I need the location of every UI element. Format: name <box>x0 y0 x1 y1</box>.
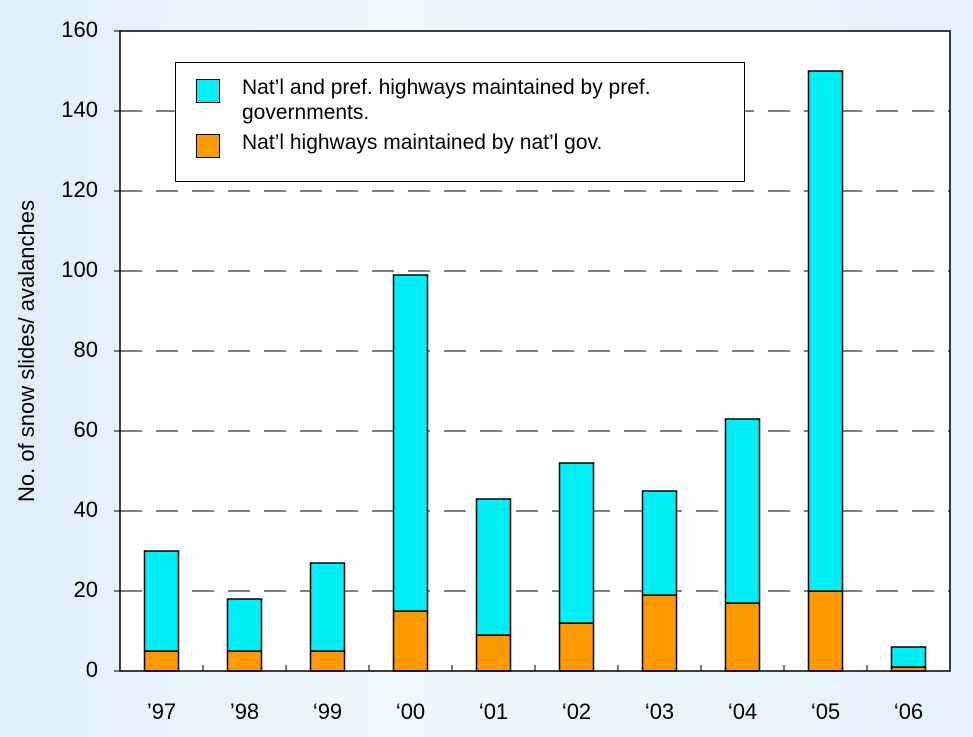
x-tick-label: ‘01 <box>479 699 508 724</box>
legend-swatch <box>196 134 220 158</box>
legend-label: Nat’l and pref. highways maintained by p… <box>242 76 651 124</box>
bar-segment <box>309 650 346 672</box>
x-tick-label: ‘06 <box>894 699 923 724</box>
y-tick-label: 100 <box>61 257 98 282</box>
bar-segment <box>475 634 512 672</box>
plot-frame <box>119 30 951 672</box>
bar-segment <box>392 610 429 672</box>
bar-segment <box>724 418 761 604</box>
y-axis-label: No. of snow slides/ avalanches <box>14 200 39 502</box>
x-tick-label: ‘05 <box>811 699 840 724</box>
bar-segment <box>392 274 429 612</box>
bar-segment <box>807 70 844 592</box>
y-tick-label: 40 <box>74 497 98 522</box>
bar-segment <box>890 646 927 668</box>
bar-segment <box>641 594 678 672</box>
x-tick-label: ’98 <box>230 699 259 724</box>
bar-segment <box>558 462 595 624</box>
bar-segment <box>143 550 180 652</box>
legend-label: Nat’l highways maintained by nat’l gov. <box>242 131 603 154</box>
x-tick-label: ‘03 <box>645 699 674 724</box>
legend-swatch <box>196 79 220 103</box>
y-tick-label: 0 <box>86 657 98 682</box>
bar-segment <box>226 598 263 652</box>
legend-item: Nat’l and pref. highways maintained by p… <box>196 75 732 125</box>
x-tick-label: ‘99 <box>313 699 342 724</box>
bar-segment <box>558 622 595 672</box>
bar-segment <box>226 650 263 672</box>
x-tick-label: ’97 <box>147 699 176 724</box>
bar-segment <box>641 490 678 596</box>
x-tick-label: ‘00 <box>396 699 425 724</box>
y-tick-label: 140 <box>61 97 98 122</box>
y-tick-label: 20 <box>74 577 98 602</box>
bar-segment <box>724 602 761 672</box>
x-tick-label: ‘04 <box>728 699 757 724</box>
bar-segment <box>475 498 512 636</box>
y-tick-label: 120 <box>61 177 98 202</box>
bar-segment <box>143 650 180 672</box>
legend-item: Nat’l highways maintained by nat’l gov. <box>196 130 732 158</box>
y-tick-label: 60 <box>74 417 98 442</box>
bar-segment <box>309 562 346 652</box>
bar-segment <box>807 590 844 672</box>
x-tick-label: ‘02 <box>562 699 591 724</box>
y-tick-label: 80 <box>74 337 98 362</box>
legend: Nat’l and pref. highways maintained by p… <box>175 62 745 182</box>
y-tick-label: 160 <box>61 17 98 42</box>
